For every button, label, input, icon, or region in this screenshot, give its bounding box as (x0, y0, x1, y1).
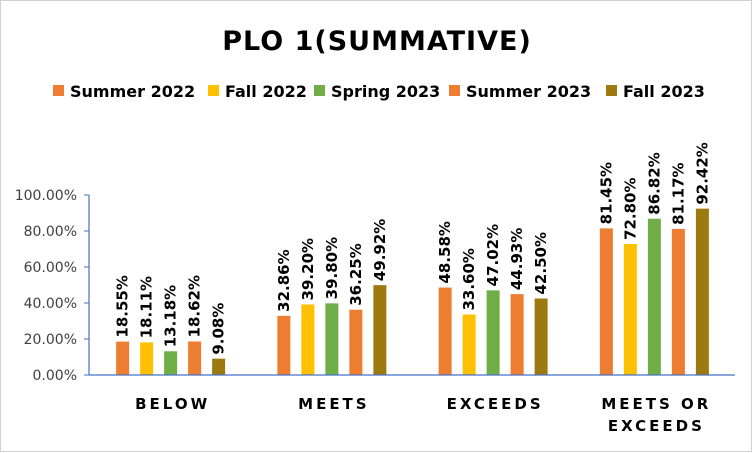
bar (647, 218, 661, 375)
data-label: 81.45% (597, 162, 615, 224)
bar (164, 351, 178, 375)
bar (349, 309, 363, 375)
legend-label: Fall 2023 (623, 82, 705, 101)
legend-label: Summer 2023 (466, 82, 591, 101)
data-label: 18.55% (114, 275, 132, 337)
data-label: 92.42% (693, 142, 711, 204)
y-tick-label: 20.00% (24, 332, 77, 348)
x-category-label: MEETS (298, 395, 369, 413)
bar (373, 285, 387, 375)
data-label: 39.80% (323, 237, 341, 299)
data-label: 36.25% (347, 243, 365, 305)
data-label: 33.60% (460, 248, 478, 310)
legend-swatch (208, 85, 219, 96)
bar (486, 290, 500, 375)
bar (188, 341, 202, 375)
bar (599, 228, 613, 375)
bar (116, 341, 130, 375)
bar (462, 314, 476, 375)
data-label: 32.86% (275, 249, 293, 311)
data-label: 42.50% (532, 232, 550, 294)
bar (277, 315, 291, 375)
y-tick-label: 80.00% (24, 224, 77, 240)
bar (695, 208, 709, 375)
data-label: 44.93% (508, 228, 526, 290)
legend-label: Summer 2022 (70, 82, 195, 101)
y-tick-label: 0.00% (33, 368, 77, 384)
legend-label: Spring 2023 (331, 82, 440, 101)
data-label: 18.62% (186, 275, 204, 337)
legend-swatch (314, 85, 325, 96)
bar (140, 342, 154, 375)
chart-title: PLO 1(SUMMATIVE) (222, 26, 532, 57)
y-tick-label: 60.00% (24, 260, 77, 276)
legend-swatch (53, 85, 64, 96)
data-label: 18.11% (138, 276, 156, 338)
bar (671, 228, 685, 375)
bar (301, 304, 315, 375)
data-label: 72.80% (621, 177, 639, 239)
data-label: 9.08% (210, 303, 228, 355)
bar (438, 287, 452, 375)
bar (534, 298, 548, 375)
legend-swatch (606, 85, 617, 96)
legend-swatch (449, 85, 460, 96)
x-category-label: MEETS OR (601, 395, 711, 413)
y-tick-label: 40.00% (24, 296, 77, 312)
data-label: 48.58% (436, 221, 454, 283)
data-label: 86.82% (645, 152, 663, 214)
x-category-label: EXCEEDS (447, 395, 544, 413)
data-label: 81.17% (669, 162, 687, 224)
bar (212, 358, 226, 375)
bar (623, 243, 637, 375)
x-category-label: EXCEEDS (608, 417, 705, 435)
data-label: 49.92% (371, 219, 389, 281)
legend-label: Fall 2022 (225, 82, 307, 101)
y-tick-label: 100.00% (15, 188, 77, 204)
data-label: 13.18% (162, 285, 180, 347)
bar (325, 303, 339, 375)
data-label: 39.20% (299, 238, 317, 300)
bar (510, 294, 524, 375)
data-label: 47.02% (484, 224, 502, 286)
x-category-label: BELOW (135, 395, 210, 413)
